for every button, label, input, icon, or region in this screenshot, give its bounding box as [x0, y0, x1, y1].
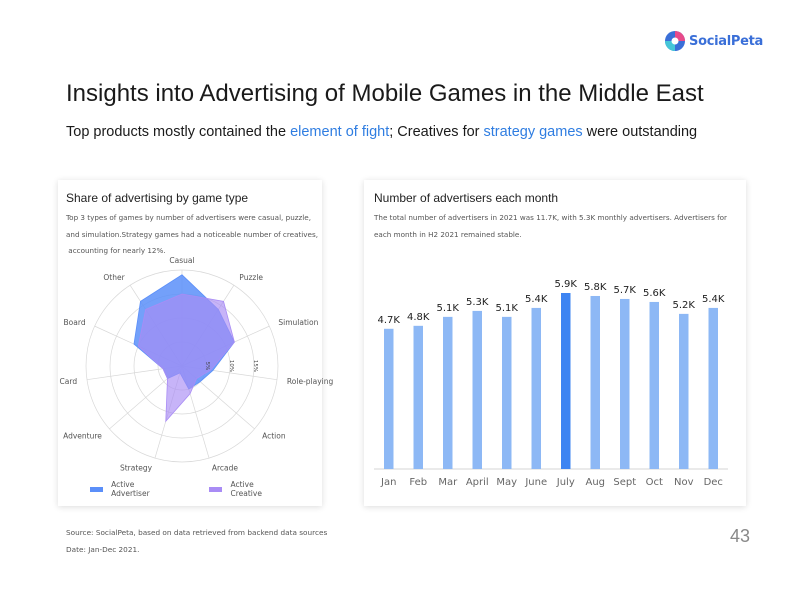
bar-data-label: 5.1K — [496, 303, 519, 314]
radar-series-area — [137, 293, 235, 423]
legend-label: Active Creative — [230, 480, 262, 498]
radar-category-label: Strategy — [120, 464, 153, 473]
description-line: accounting for nearly 12%. — [66, 246, 166, 255]
bar — [649, 301, 659, 469]
card-description: Top 3 types of games by number of advert… — [66, 210, 318, 260]
bar-data-label: 5.8K — [584, 282, 607, 293]
footer: Source: SocialPeta, based on data retrie… — [66, 524, 327, 558]
radar-category-label: Casual — [169, 256, 194, 265]
bar — [443, 316, 453, 469]
bar-category-label: Jan — [380, 477, 396, 488]
bar-category-label: Mar — [438, 477, 458, 488]
bar-category-label: Oct — [646, 477, 663, 488]
radar-category-label: Action — [262, 431, 286, 440]
date-note: Date: Jan-Dec 2021. — [66, 545, 140, 554]
radar-category-label: Card — [60, 377, 78, 386]
legend-swatch-icon — [209, 486, 223, 492]
bar-chart: 4.7K Jan 4.8K Feb 5.1K Mar 5.3K April 5.1K May 5.4… — [374, 279, 728, 488]
bar — [384, 328, 394, 469]
radar-category-label: Puzzle — [239, 273, 263, 282]
page-subtitle: Top products mostly contained the elemen… — [66, 124, 697, 140]
radar-category-label: Adventure — [63, 431, 102, 440]
bar-category-label: Aug — [585, 477, 605, 488]
bar-data-label: 5.4K — [702, 294, 725, 305]
radar-category-label: Board — [64, 318, 86, 327]
card-title: Share of advertising by game type — [66, 191, 249, 205]
bar-data-label: 4.7K — [378, 315, 401, 326]
subtitle-highlight-fight: element of fight — [290, 124, 390, 140]
legend-item: Active Creative — [209, 480, 284, 498]
radar-tick-label: 15% — [252, 360, 258, 372]
subtitle-text: ; Creatives for — [389, 124, 484, 140]
game-type-share-card: Share of advertising by game type Top 3 … — [58, 180, 334, 506]
bar-data-label: 5.2K — [673, 300, 696, 311]
legend-swatch-icon — [90, 486, 104, 492]
bar-data-label: 5.1K — [437, 303, 460, 314]
bar-category-label: Nov — [674, 477, 694, 488]
bar — [531, 307, 541, 469]
bar — [561, 293, 571, 469]
bar-data-label: 5.4K — [525, 294, 548, 305]
radar-tick-label: 5% — [204, 362, 210, 371]
radar-category-label: Other — [103, 273, 125, 282]
bar — [679, 313, 689, 469]
legend-item: Active Advertiser — [90, 480, 171, 498]
subtitle-highlight-strategy: strategy games — [483, 124, 583, 140]
legend-label: Active Advertiser — [111, 480, 150, 498]
source-note: Source: SocialPeta, based on data retrie… — [66, 528, 328, 537]
bar-data-label: 5.3K — [466, 297, 489, 308]
radar-category-label: Arcade — [212, 464, 239, 473]
brand-logo-icon — [664, 30, 686, 52]
radar-category-label: Role-playing — [287, 377, 334, 386]
monthly-advertisers-card: Number of advertisers each month The tot… — [364, 180, 746, 506]
bar-category-label: Dec — [704, 477, 723, 488]
bar — [413, 325, 423, 469]
radar-chart: 5% 10% 15% Casual Puzzle Simulation Role-playi… — [60, 256, 334, 473]
bar-category-label: May — [496, 477, 517, 488]
bar-data-label: 5.6K — [643, 288, 666, 299]
description-line: The total number of advertisers in 2021 … — [374, 213, 728, 222]
brand-logo: SocialPeta — [664, 28, 764, 54]
subtitle-text: were outstanding — [582, 124, 698, 140]
bar-category-label: Feb — [409, 477, 427, 488]
bar-data-label: 5.9K — [555, 279, 578, 290]
card-title: Number of advertisers each month — [374, 191, 559, 205]
bar — [502, 316, 512, 469]
bar — [590, 295, 600, 469]
radar-category-label: Simulation — [278, 318, 318, 327]
bar-data-label: 5.7K — [614, 285, 637, 296]
bar-category-label: Sept — [613, 477, 636, 488]
page-title: Insights into Advertising of Mobile Game… — [66, 80, 704, 107]
brand-name: SocialPeta — [689, 33, 764, 49]
bar — [472, 310, 482, 469]
page-number: 43 — [730, 526, 751, 546]
bar-category-label: June — [524, 477, 547, 488]
bar — [708, 307, 718, 469]
description-line: and simulation.Strategy games had a noti… — [66, 229, 319, 239]
description-line: each month in H2 2021 remained stable. — [374, 229, 522, 239]
card-description: The total number of advertisers in 2021 … — [374, 210, 727, 243]
radar-legend: Active Advertiser Active Creative — [90, 480, 322, 498]
subtitle-text: Top products mostly contained the — [66, 124, 291, 140]
bar — [620, 298, 630, 469]
bar-data-label: 4.8K — [407, 312, 430, 323]
radar-tick-label: 10% — [228, 360, 234, 372]
description-line: Top 3 types of games by number of advert… — [66, 213, 311, 222]
bar-category-label: July — [556, 477, 575, 488]
bar-category-label: April — [466, 477, 489, 488]
